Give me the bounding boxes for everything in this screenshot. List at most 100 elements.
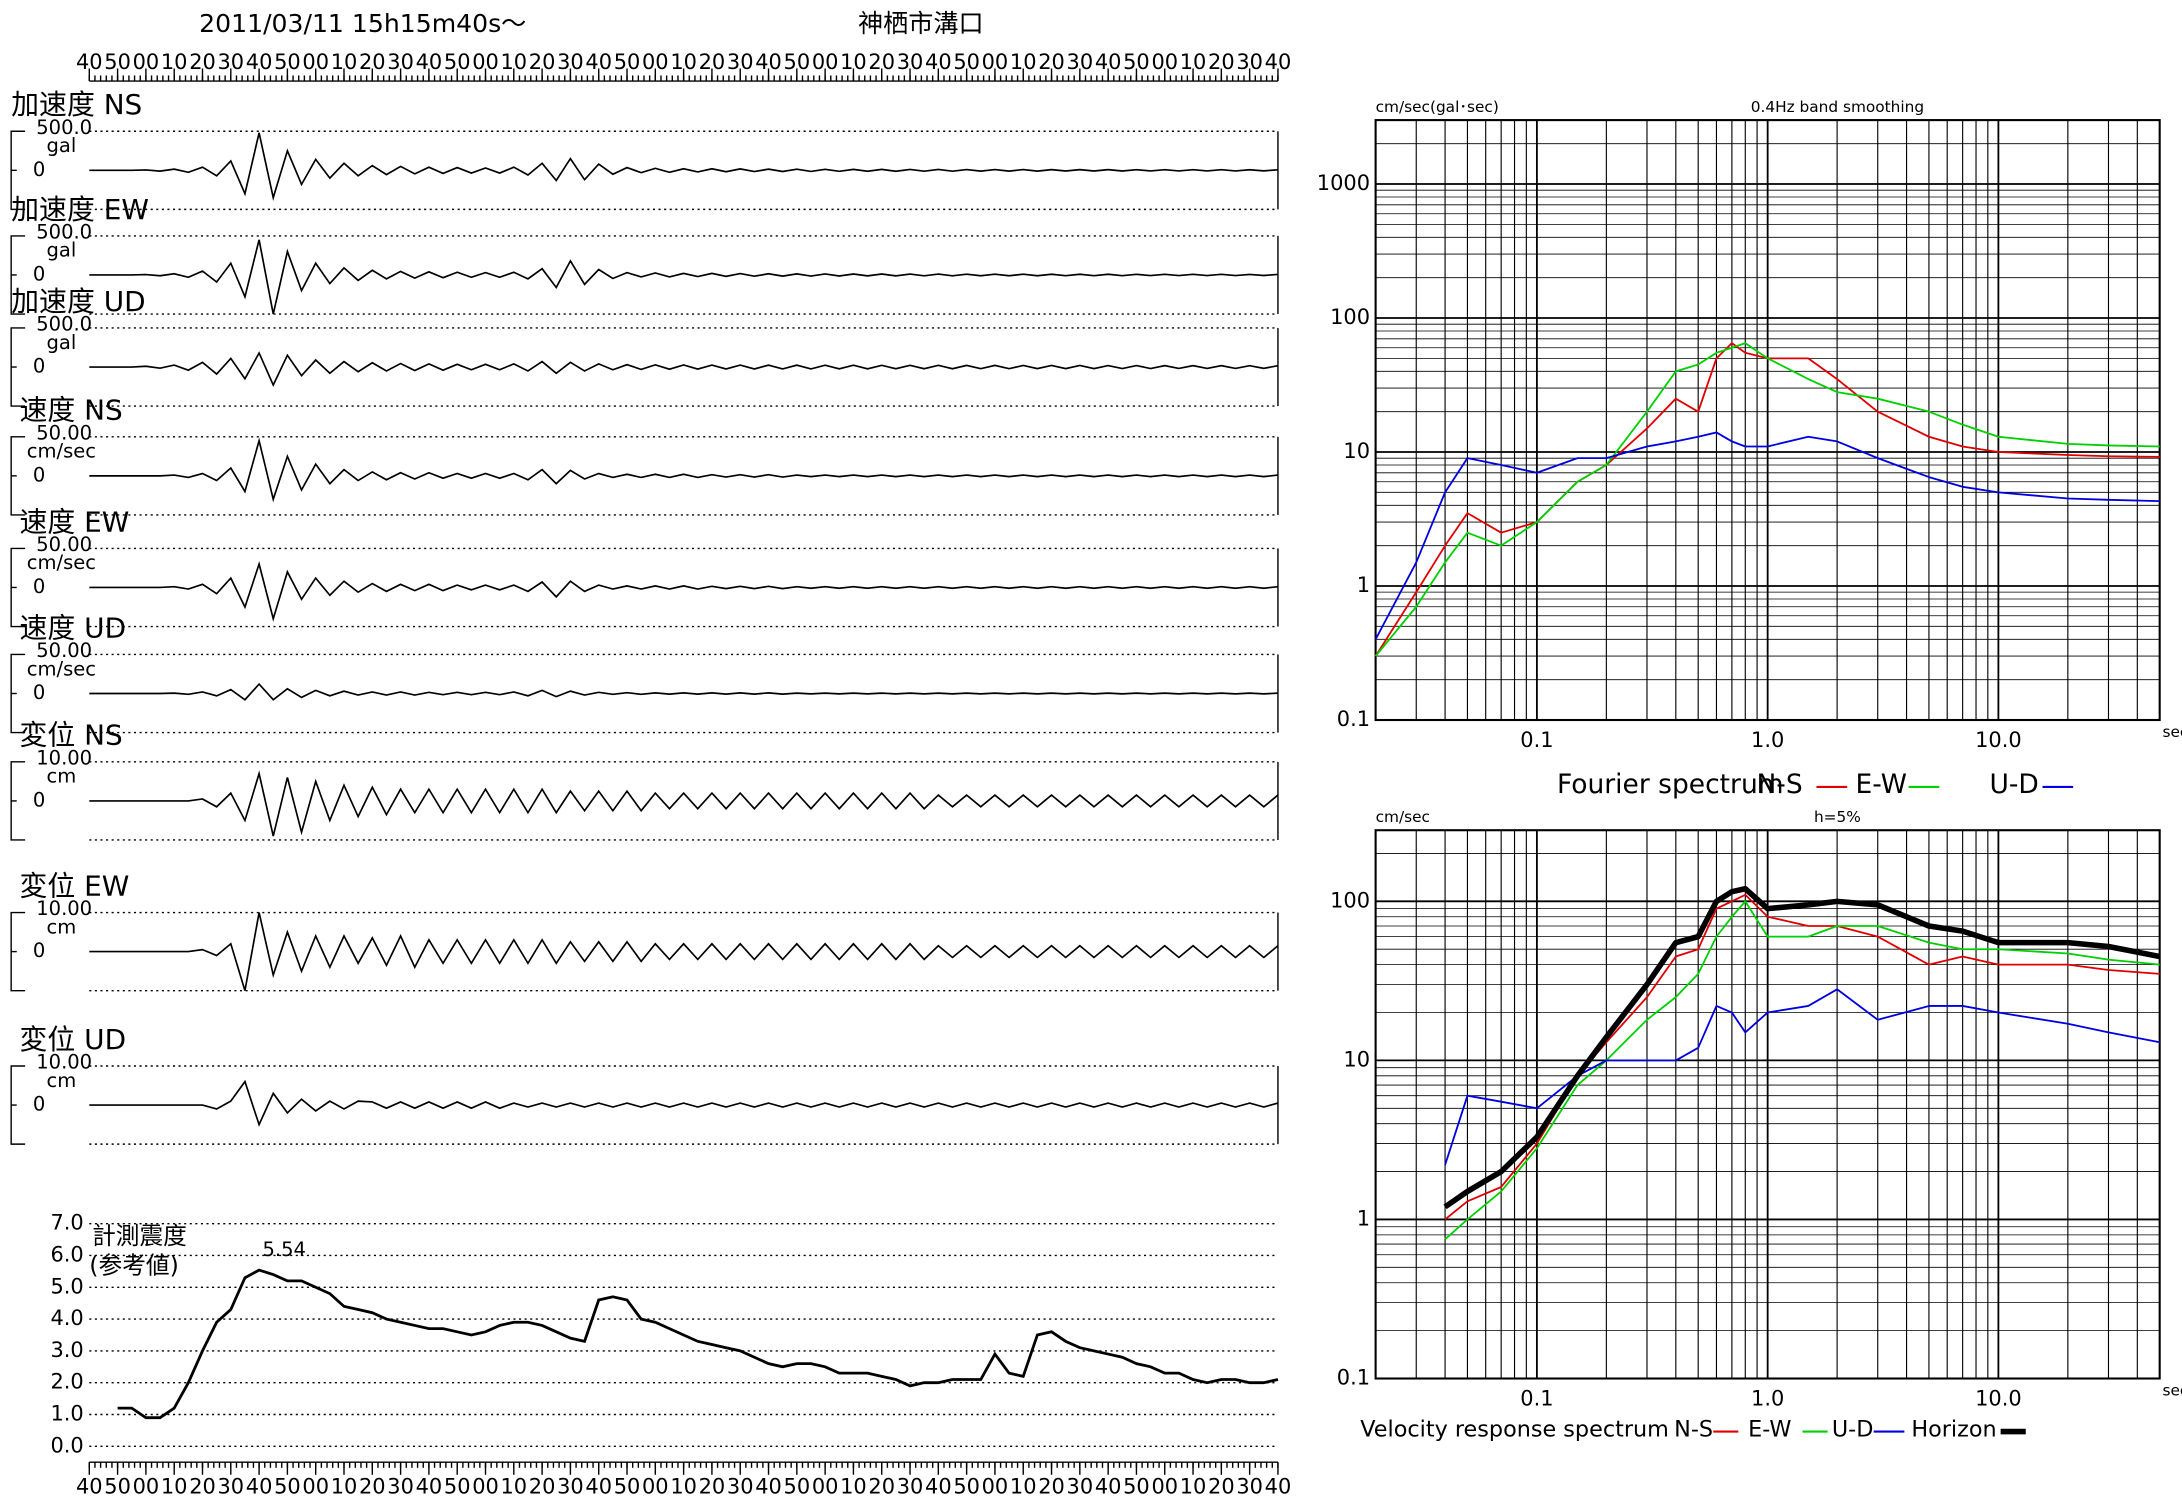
time-tick-label: 40	[416, 50, 443, 74]
y-tick-label: 6.0	[50, 1242, 83, 1266]
time-tick-label: 20	[1208, 50, 1235, 74]
legend-title: Fourier spectrum	[1557, 769, 1784, 800]
time-tick-label: 10	[840, 1474, 867, 1498]
time-tick-label: 40	[585, 50, 612, 74]
panel-title: 加速度 NS	[11, 88, 142, 121]
zero-label: 0	[33, 1093, 45, 1116]
y-tick-label: 0.0	[50, 1433, 83, 1457]
plot-frame	[1374, 829, 2161, 1380]
zero-label: 0	[33, 262, 45, 285]
y-tick-label: 3.0	[50, 1338, 83, 1362]
unit-label: gal	[46, 331, 76, 354]
legend-label: E-W	[1748, 1417, 1791, 1443]
x-axis-label: sec	[2162, 723, 2182, 741]
y-tick-label: 0.1	[1337, 707, 1370, 731]
time-tick-label: 40	[76, 50, 103, 74]
legend-title: Velocity response spectrum	[1360, 1417, 1669, 1443]
panel-title: 変位 NS	[20, 719, 123, 752]
time-tick-label: 20	[868, 50, 895, 74]
scale-label: 10.00	[36, 897, 92, 920]
y-tick-label: 100	[1330, 305, 1370, 329]
time-tick-label: 40	[925, 50, 952, 74]
time-tick-label: 20	[1208, 1474, 1235, 1498]
scale-label: 500.0	[36, 116, 92, 139]
waveform	[89, 912, 1279, 991]
time-tick-label: 40	[1265, 50, 1292, 74]
time-tick-label: 00	[982, 50, 1009, 74]
time-tick-label: 30	[1236, 1474, 1263, 1498]
time-tick-label: 10	[1010, 1474, 1037, 1498]
time-tick-label: 40	[925, 1474, 952, 1498]
waveform	[89, 437, 1279, 503]
time-tick-label: 50	[953, 50, 980, 74]
time-tick-label: 20	[868, 1474, 895, 1498]
y-tick-label: 100	[1330, 888, 1370, 912]
panel-title: 変位 UD	[20, 1023, 127, 1056]
time-tick-label: 20	[1038, 50, 1065, 74]
chart-subtitle: h=5%	[1814, 808, 1861, 826]
time-tick-label: 30	[897, 50, 924, 74]
time-tick-label: 10	[501, 1474, 528, 1498]
intensity-line	[117, 1268, 1279, 1420]
time-tick-label: 50	[274, 1474, 301, 1498]
time-tick-label: 20	[189, 50, 216, 74]
waveform	[89, 561, 1279, 622]
unit-label: cm	[47, 765, 77, 788]
x-tick-label: 0.1	[1520, 1386, 1553, 1410]
waveform	[89, 132, 1279, 201]
spectrum-line	[1374, 342, 2160, 657]
time-tick-label: 30	[387, 1474, 414, 1498]
time-tick-label: 40	[755, 50, 782, 74]
y-tick-label: 1	[1357, 573, 1370, 597]
x-tick-label: 1.0	[1751, 1386, 1784, 1410]
time-tick-label: 00	[472, 50, 499, 74]
unit-label: cm/sec	[27, 551, 96, 574]
x-tick-label: 10.0	[1975, 1386, 2022, 1410]
legend-label: U-D	[1832, 1417, 1874, 1443]
spectrum-line	[1443, 885, 2161, 1210]
time-tick-label: 50	[274, 50, 301, 74]
time-tick-label: 40	[1095, 1474, 1122, 1498]
time-tick-label: 20	[359, 50, 386, 74]
spectrum-line	[1444, 900, 2160, 1241]
time-tick-label: 20	[699, 1474, 726, 1498]
time-tick-label: 50	[104, 50, 131, 74]
time-tick-label: 10	[1180, 50, 1207, 74]
time-tick-label: 10	[670, 50, 697, 74]
time-tick-label: 40	[76, 1474, 103, 1498]
scale-label: 50.00	[36, 639, 92, 662]
x-tick-label: 0.1	[1520, 728, 1553, 752]
legend-label: Horizon	[1911, 1417, 1996, 1443]
time-tick-label: 40	[246, 1474, 273, 1498]
spectrum-line	[1374, 431, 2160, 640]
x-axis-label: sec	[2162, 1382, 2182, 1400]
time-tick-label: 00	[1151, 1474, 1178, 1498]
time-tick-label: 20	[529, 1474, 556, 1498]
y-tick-label: 0.1	[1337, 1366, 1370, 1390]
time-tick-label: 00	[472, 1474, 499, 1498]
legend-label: N-S	[1674, 1417, 1713, 1443]
time-tick-label: 10	[501, 50, 528, 74]
time-tick-label: 00	[982, 1474, 1009, 1498]
waveform	[89, 770, 1279, 837]
time-tick-label: 30	[387, 50, 414, 74]
waveform	[89, 1079, 1279, 1127]
scale-label: 50.00	[36, 422, 92, 445]
y-tick-label: 1	[1357, 1206, 1370, 1230]
time-tick-label: 30	[897, 1474, 924, 1498]
waveform	[89, 351, 1279, 388]
time-tick-label: 40	[585, 1474, 612, 1498]
time-tick-label: 20	[1038, 1474, 1065, 1498]
legend-label: U-D	[1989, 769, 2038, 800]
scale-label: 500.0	[36, 221, 92, 244]
time-tick-label: 30	[557, 50, 584, 74]
time-tick-label: 30	[1236, 50, 1263, 74]
time-tick-label: 50	[614, 50, 641, 74]
panel-title: 速度 EW	[20, 505, 130, 538]
time-tick-label: 50	[444, 50, 471, 74]
time-tick-label: 00	[812, 50, 839, 74]
time-tick-label: 10	[1180, 1474, 1207, 1498]
time-tick-label: 10	[840, 50, 867, 74]
